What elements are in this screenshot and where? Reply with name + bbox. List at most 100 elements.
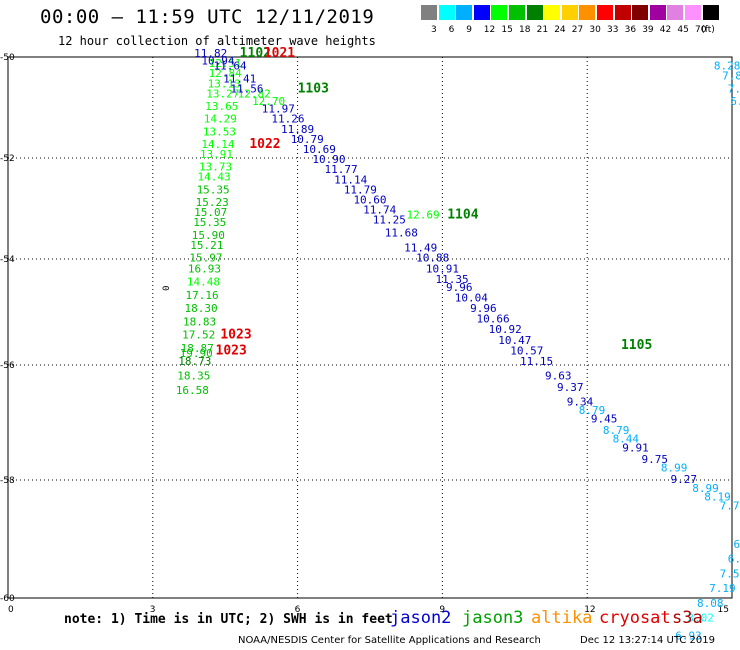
swh-value-jason3: 18.35 [177,369,210,382]
legend-swatch [597,5,613,20]
swh-value-jason3: 12.51 [209,57,242,70]
y-tick-label: -54 [0,255,15,265]
y-tick-label: -52 [0,154,15,164]
legend-label: 33 [607,25,619,35]
swh-value-jason3: 17.52 [182,329,215,342]
swh-value-jason2: 11.35 [435,273,468,286]
legend-label: 45 [677,25,689,35]
swh-value-jason3: 14.14 [201,138,234,151]
legend-label: 42 [659,25,672,35]
legend-label: 36 [624,25,637,35]
y-tick-label: -56 [0,361,15,371]
swh-value-cyan: 6 [734,538,740,551]
swh-value-jason3: 15.97 [189,252,222,265]
swh-value-jason2: 11.68 [385,226,418,239]
legend-label: 9 [466,25,472,35]
swh-value-jason2: 10.94 [201,55,234,68]
swh-value-jason3: 15.35 [197,183,230,196]
swh-value-jason3: 13.27 [206,87,239,100]
legend-label: 70 [695,25,707,35]
legend-swatch [649,5,666,20]
swh-value-jason2: 9.91 [622,441,649,454]
swh-value-jason2: 10.92 [489,323,522,336]
swh-value-jason2: 11.89 [281,123,314,136]
legend-label: 27 [571,25,584,35]
swh-value-jason3: 15.21 [190,239,223,252]
swh-value-jason2: 11.41 [223,72,256,85]
swh-value-jason2: 10.47 [498,334,531,347]
legend-swatch [561,5,578,20]
legend-swatch [544,5,561,20]
swh-value-jason2: 11.49 [404,241,437,254]
swh-value-jason2: 9.63 [545,369,572,382]
legend-label: 6 [448,25,455,35]
swh-value-jason3: 13.91 [200,148,233,161]
swh-value-jason2: 11.74 [363,204,396,217]
swh-value-jason2: 10.88 [416,252,449,265]
legend-swatch [438,5,455,20]
swh-value-jason2: 10.90 [312,153,345,166]
legend-swatch [456,5,473,20]
swh-value-jason3: 13.53 [203,125,236,138]
legend-label: 30 [589,25,601,35]
legend-swatch [509,5,525,20]
swh-value-cyan: 8.99 [661,461,688,474]
swh-value-jason3: 12.84 [209,67,242,80]
swh-value-jason3: 19.90 [180,347,213,360]
y-tick-label: -50 [0,53,15,63]
swh-value-jason2: 10.66 [477,313,510,326]
legend-swatch [614,5,631,20]
swh-value-cyan: 8.79 [603,424,630,437]
swh-value-cyan: 3.02 [687,612,714,625]
legend-label: 12 [483,25,496,35]
x-tick-label: 0 [8,605,14,615]
swh-value-jason2: 11.15 [520,355,553,368]
swh-value-jason2: 11.64 [213,60,246,73]
legend-swatch [632,5,649,20]
legend-label: 18 [519,25,531,35]
footer-note: note: 1) Time is in UTC; 2) SWH is in fe… [64,612,393,627]
swh-value-cyan: 6.93 [675,629,702,642]
map-subtitle: 12 hour collection of altimeter wave hei… [58,34,376,48]
pass-time-label: 1023 [220,328,251,343]
swh-value-cyan: 7.8 [722,70,740,83]
satellite-jason3: jason3 [462,608,524,628]
credit-text: NOAA/NESDIS Center for Satellite Applica… [238,635,541,646]
swh-value-cyan: 8.99 [692,482,719,495]
swh-value-jason3: 12.82 [238,87,271,100]
map-title: 00:00 – 11:59 UTC 12/11/2019 [40,6,375,28]
swh-value-cyan: 8.79 [579,404,606,417]
satellite-s3a: s3a [672,608,703,628]
swh-value-jason2: 10.79 [291,133,324,146]
swh-value-jason2: 11.56 [230,82,263,95]
legend-swatch [579,5,596,20]
legend-swatch [685,5,701,20]
legend-label: 21 [536,25,549,35]
swh-value-jason3: 12.70 [252,95,285,108]
swh-value-cyan: 6. [728,553,740,566]
swh-value-jason3: 16.58 [176,384,209,397]
swh-value-jason3: 15.35 [193,216,226,229]
swh-value-jason3: 14.43 [198,171,231,184]
swh-value-jason2: 10.60 [353,193,386,206]
swh-value-jason2: 9.96 [470,302,497,315]
pass-time-label: 1104 [447,208,478,223]
swh-value-jason3: 14.48 [187,276,220,289]
swh-value-jason3: 14.29 [204,113,237,126]
swh-value-jason2: 11.97 [262,103,295,116]
swh-value-jason2: 11.82 [194,47,227,60]
legend-label: 24 [554,25,566,35]
legend-swatch [702,5,719,20]
swh-value-jason2: 10.57 [510,344,543,357]
x-tick-label: 15 [718,605,729,615]
swh-value-jason2: 9.27 [670,473,697,486]
y-tick-label: -60 [0,594,15,604]
swh-value-jason2: 9.75 [642,453,669,466]
station-marker: 0 [159,286,169,291]
pass-time-label: 1103 [298,81,329,96]
swh-value-cyan: 7. [728,82,740,95]
legend-label: 15 [501,25,513,35]
swh-value-jason3: 13.65 [205,100,238,113]
y-tick-label: -58 [0,476,15,486]
